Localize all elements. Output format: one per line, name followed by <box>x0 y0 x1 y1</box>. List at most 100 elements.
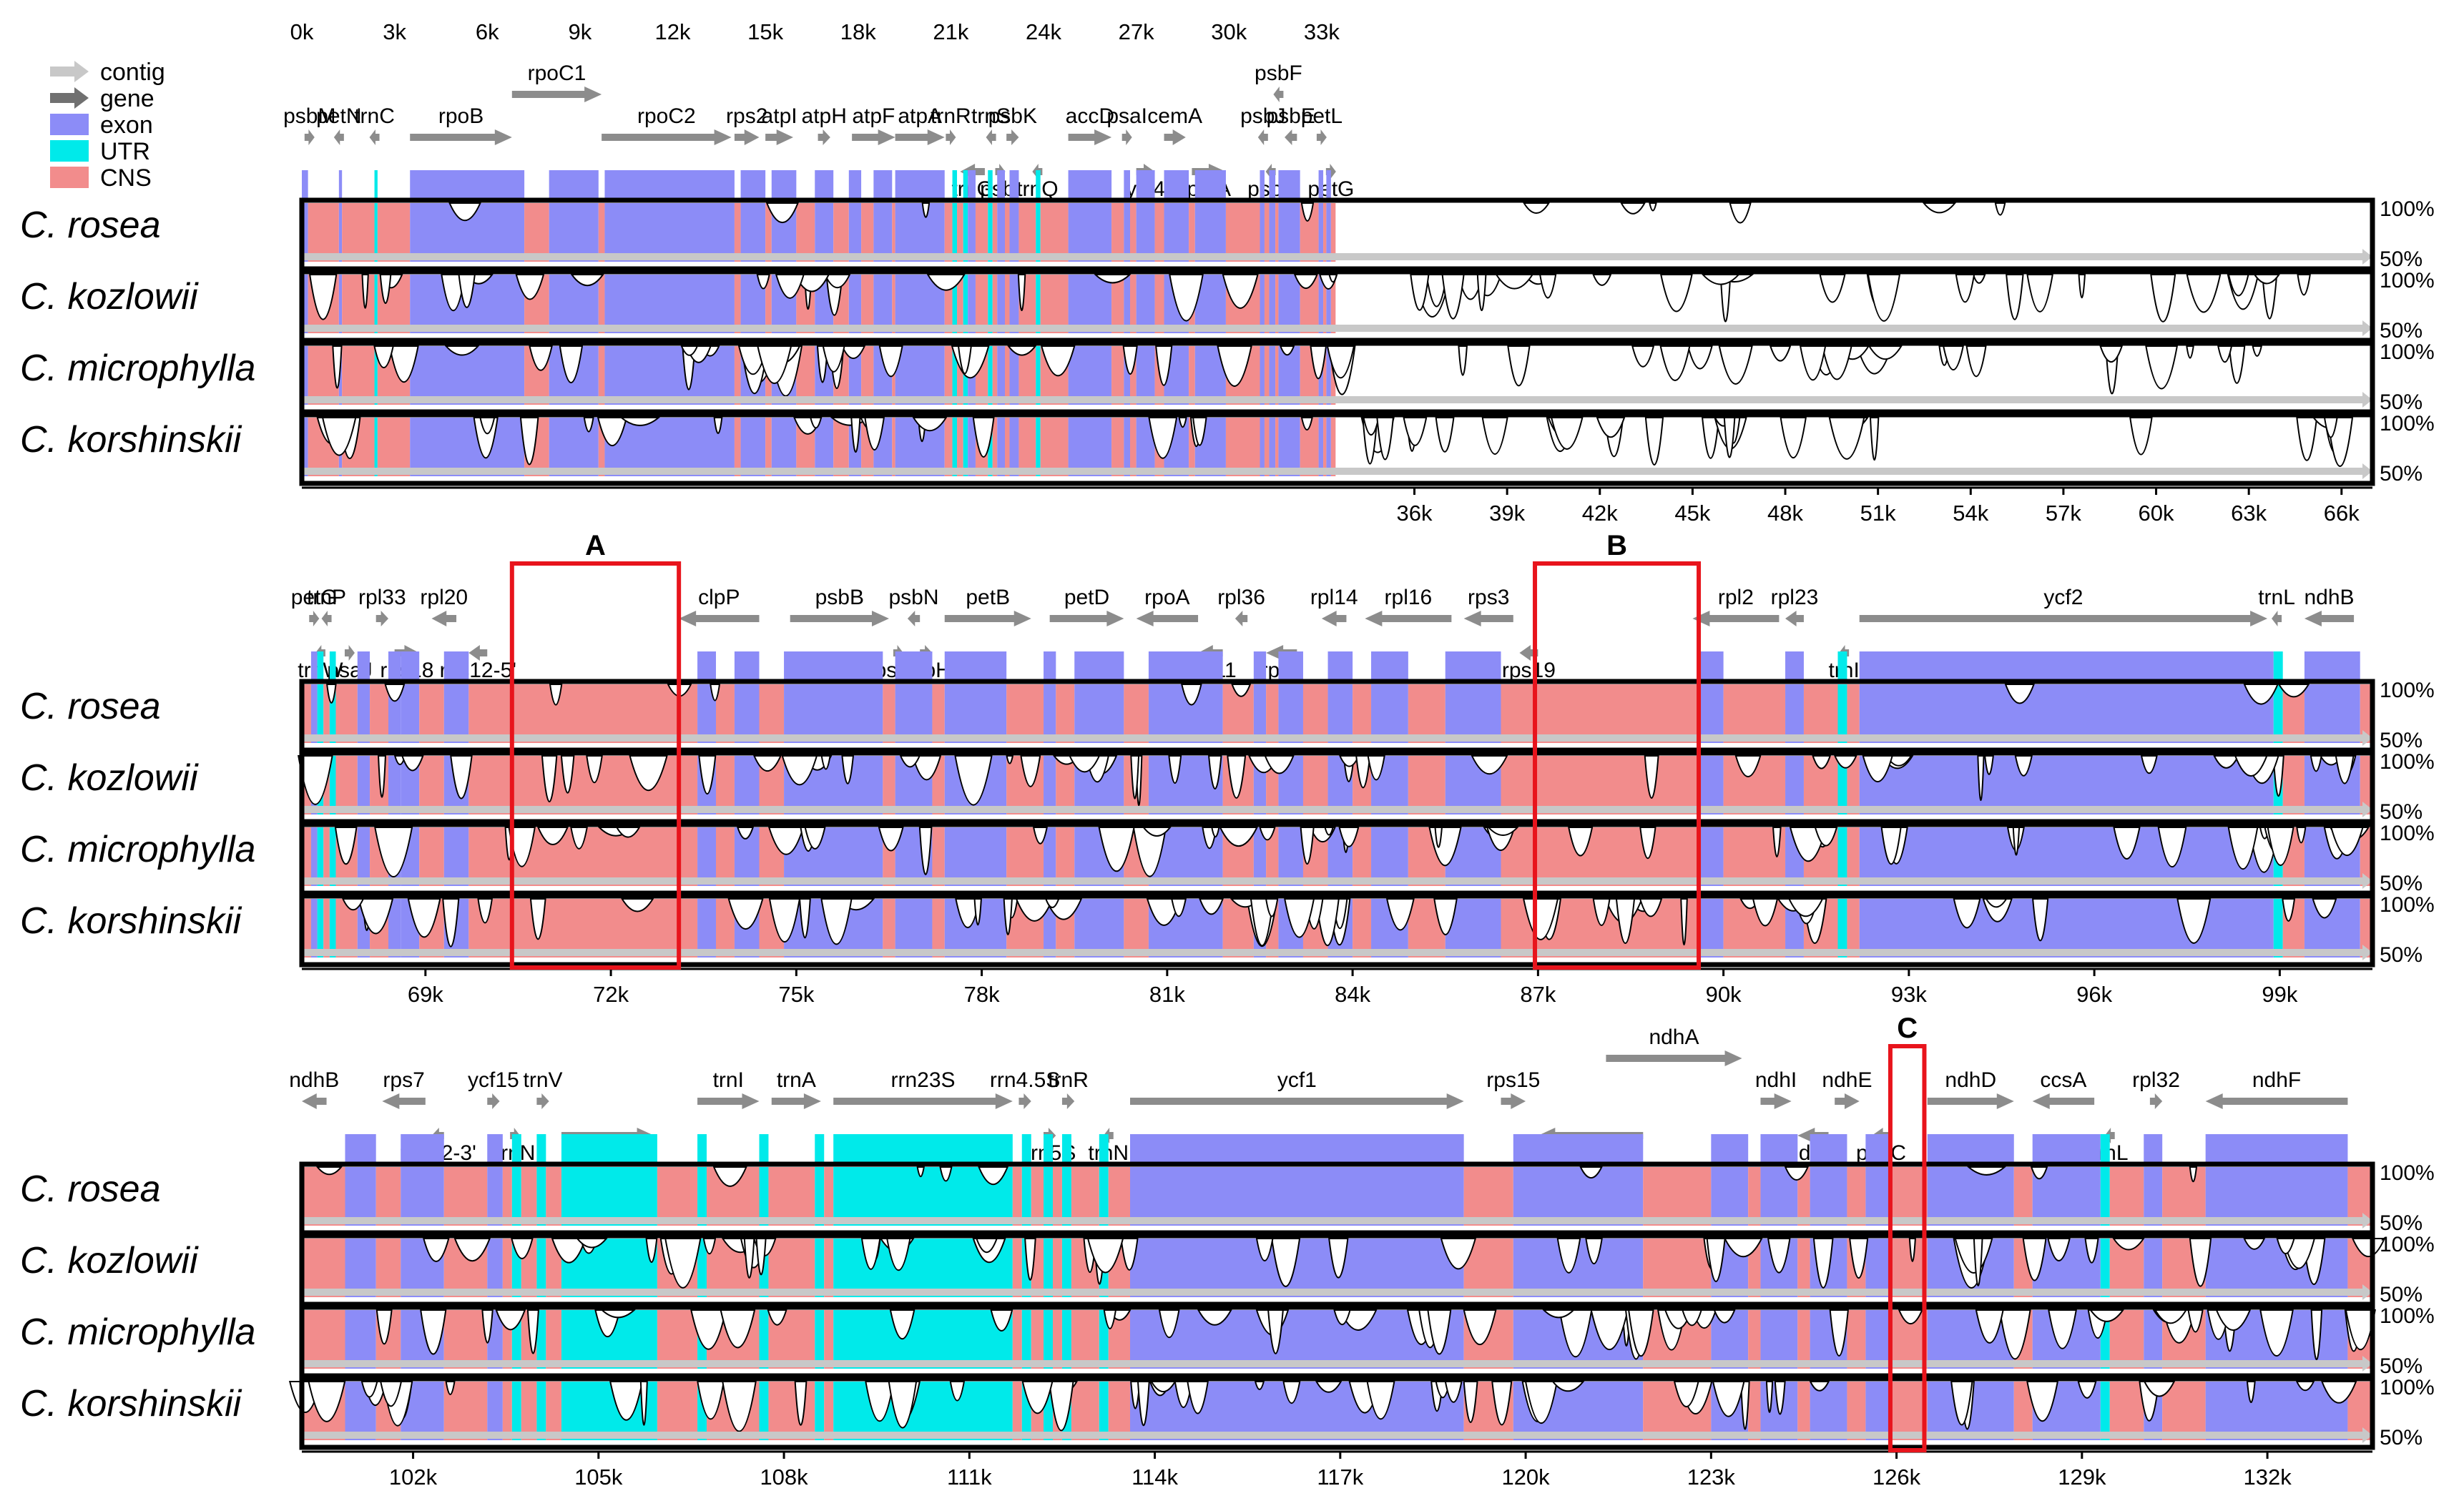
gene-label: rpoB <box>438 104 484 128</box>
gene-label: petD <box>1064 586 1109 609</box>
gene-arrow-rps7 <box>382 1093 426 1109</box>
identity-block-cns <box>992 346 998 405</box>
legend-label: exon <box>100 112 153 139</box>
conservation-dip <box>1032 827 1048 845</box>
identity-block-exon <box>1278 275 1300 333</box>
conservation-dip <box>2320 1381 2357 1404</box>
gene-arrow-ycf1 <box>1130 1093 1464 1109</box>
identity-block-exon <box>604 418 735 476</box>
conservation-dip <box>600 1309 637 1319</box>
identity-block-cns <box>1111 418 1124 476</box>
identity-block-cns <box>2109 1310 2144 1369</box>
identity-block-cns <box>1189 346 1195 405</box>
identity-block-cns <box>2360 899 2372 958</box>
conservation-dip <box>1120 1238 1139 1271</box>
identity-block-cns <box>716 756 735 814</box>
conservation-dip <box>379 1381 403 1407</box>
conservation-dip <box>1217 345 1252 387</box>
identity-block-cns <box>1019 346 1036 405</box>
conservation-dip <box>1774 1381 1786 1415</box>
conservation-dip <box>720 1309 756 1349</box>
gene-arrow-psbN <box>907 611 921 626</box>
identity-block-exon <box>1278 827 1303 886</box>
conservation-dip <box>990 1309 1013 1332</box>
identity-block-exon <box>401 684 420 743</box>
identity-block-cns <box>1275 346 1279 405</box>
conservation-dip <box>2296 827 2307 844</box>
conservation-dip <box>1192 417 1207 446</box>
identity-block-exon <box>1326 346 1331 405</box>
identity-block-cns <box>546 1167 561 1226</box>
identity-block-utr <box>697 1239 707 1297</box>
conservation-dip <box>1130 755 1140 799</box>
gene-label: rpoC1 <box>528 61 586 85</box>
identity-block-cns <box>1130 346 1137 405</box>
bottom-tick-label: 63k <box>2231 501 2267 526</box>
identity-block-exon <box>1278 346 1300 405</box>
identity-block-cns <box>1353 899 1372 958</box>
conservation-dip <box>888 1381 918 1429</box>
conservation-dip <box>1463 1381 1478 1423</box>
percent-50-label: 50% <box>2380 872 2423 895</box>
gene-label: rpl32 <box>2132 1068 2180 1092</box>
identity-block-exon <box>1253 827 1267 886</box>
identity-block-cns <box>546 1382 561 1440</box>
conservation-dip <box>727 898 764 930</box>
conservation-dip <box>2310 1309 2323 1361</box>
identity-block-utr <box>988 275 993 333</box>
identity-block-exon <box>1859 756 2274 814</box>
identity-block-utr <box>511 1382 521 1440</box>
legend-swatch-exon <box>50 114 89 135</box>
identity-block-exon <box>338 346 343 405</box>
identity-block-cns <box>419 756 444 814</box>
conservation-dip <box>361 274 369 309</box>
conservation-dip <box>1040 345 1076 377</box>
gene-arrow-rps19 <box>1519 645 1538 661</box>
track-frame <box>299 750 2375 825</box>
identity-block-cns <box>323 899 330 958</box>
identity-block-exon <box>2205 1382 2348 1440</box>
bottom-tick-label: 54k <box>1953 501 1988 526</box>
identity-block-cns <box>2162 1382 2206 1440</box>
conservation-dip <box>2145 345 2179 390</box>
identity-block-utr <box>536 1239 546 1297</box>
identity-block-utr <box>988 346 993 405</box>
identity-block-exon <box>784 684 883 743</box>
conservation-dip <box>1440 1238 1477 1270</box>
identity-block-exon <box>1068 203 1112 262</box>
identity-block-cns <box>1330 418 1336 476</box>
gene-label: rpl20 <box>420 586 468 609</box>
identity-block-utr <box>1837 756 1847 814</box>
feature-strip-exon <box>1927 1134 2014 1164</box>
identity-block-cns <box>944 418 953 476</box>
identity-block-cns <box>824 1382 834 1440</box>
legend-swatch-gene <box>50 87 89 109</box>
feature-strip-exon <box>944 651 1007 681</box>
feature-strip-exon <box>1124 170 1130 200</box>
identity-block-exon <box>1136 203 1155 262</box>
identity-block-cns <box>1803 684 1838 743</box>
feature-strip-utr <box>759 1134 769 1164</box>
identity-block-cns <box>524 203 549 262</box>
identity-block-cns <box>1005 275 1010 333</box>
identity-block-cns <box>861 346 874 405</box>
conservation-dip <box>1271 1238 1301 1287</box>
identity-block-utr <box>952 418 958 476</box>
gene-arrow-rrn45S <box>1019 1093 1031 1109</box>
conservation-dip <box>1103 1309 1117 1329</box>
bottom-tick-label: 45k <box>1674 501 1710 526</box>
gene-label: psbM <box>283 104 335 128</box>
identity-block-exon <box>1699 827 1724 886</box>
gene-label: psbN <box>889 586 939 609</box>
identity-block-exon <box>1009 346 1019 405</box>
identity-block-cns <box>1723 684 1786 743</box>
conservation-dip <box>1427 1309 1452 1355</box>
conservation-dip <box>1585 1238 1603 1264</box>
conservation-dip <box>1137 1381 1150 1427</box>
conservation-dip <box>1739 1381 1750 1430</box>
identity-block-cns <box>1501 684 1699 743</box>
gene-label: rpl33 <box>358 586 406 609</box>
conservation-dip <box>529 898 546 940</box>
feature-strip-exon <box>740 170 766 200</box>
gene-arrow-clpP <box>679 611 760 626</box>
